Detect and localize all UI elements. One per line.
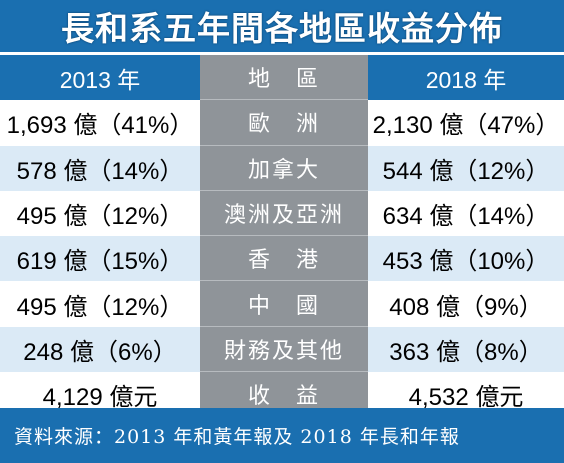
value-2018: 453 億（10%） [368,236,564,282]
value-2018: 363 億（8%） [368,326,564,373]
table-row-china: 495 億（12%） 中 國 408 億（9%） [0,281,564,327]
value-2018: 634 億（14%） [382,203,550,231]
region-label: 財務及其他 [200,326,368,373]
table-row-australia-asia: 495 億（12%） 澳洲及亞洲 634 億（14%） [0,190,564,237]
value-2013: 4,129 億元 [42,384,158,412]
value-2013: 495 億（12%） [16,293,184,321]
region-label: 澳洲及亞洲 [200,190,368,237]
value-2013: 1,693 億（41%） [6,112,194,140]
table-row-finance-other: 248 億（6%） 財務及其他 363 億（8%） [0,326,564,373]
value-2018: 2,130 億（47%） [372,112,560,140]
table-row-europe: 1,693 億（41%） 歐 洲 2,130 億（47%） [0,100,564,146]
value-2018: 4,532 億元 [408,384,524,412]
header-row: 2013 年 地 區 2018 年 [0,55,564,101]
value-2018: 544 億（12%） [368,145,564,191]
header-2018: 2018 年 [368,55,564,101]
table-title: 長和系五年間各地區收益分佈 [0,0,564,52]
region-label: 歐 洲 [200,100,368,146]
value-2013: 619 億（15%） [0,236,200,282]
region-label: 加拿大 [200,145,368,191]
value-2013: 578 億（14%） [0,145,200,191]
value-2013: 248 億（6%） [0,326,200,373]
data-table: 2013 年 地 區 2018 年 1,693 億（41%） 歐 洲 2,130… [0,55,564,418]
region-label: 中 國 [200,281,368,327]
value-2018: 408 億（9%） [389,293,543,321]
region-label: 香 港 [200,236,368,282]
table-row-canada: 578 億（14%） 加拿大 544 億（12%） [0,145,564,191]
value-2013: 495 億（12%） [16,203,184,231]
table-row-hong-kong: 619 億（15%） 香 港 453 億（10%） [0,236,564,282]
source-note: 資料來源：2013 年和黃年報及 2018 年長和年報 [0,408,564,463]
header-region: 地 區 [200,55,368,101]
header-2013: 2013 年 [0,55,200,101]
table-row-total: 4,129 億元 收 益 4,532 億元 [0,372,564,418]
